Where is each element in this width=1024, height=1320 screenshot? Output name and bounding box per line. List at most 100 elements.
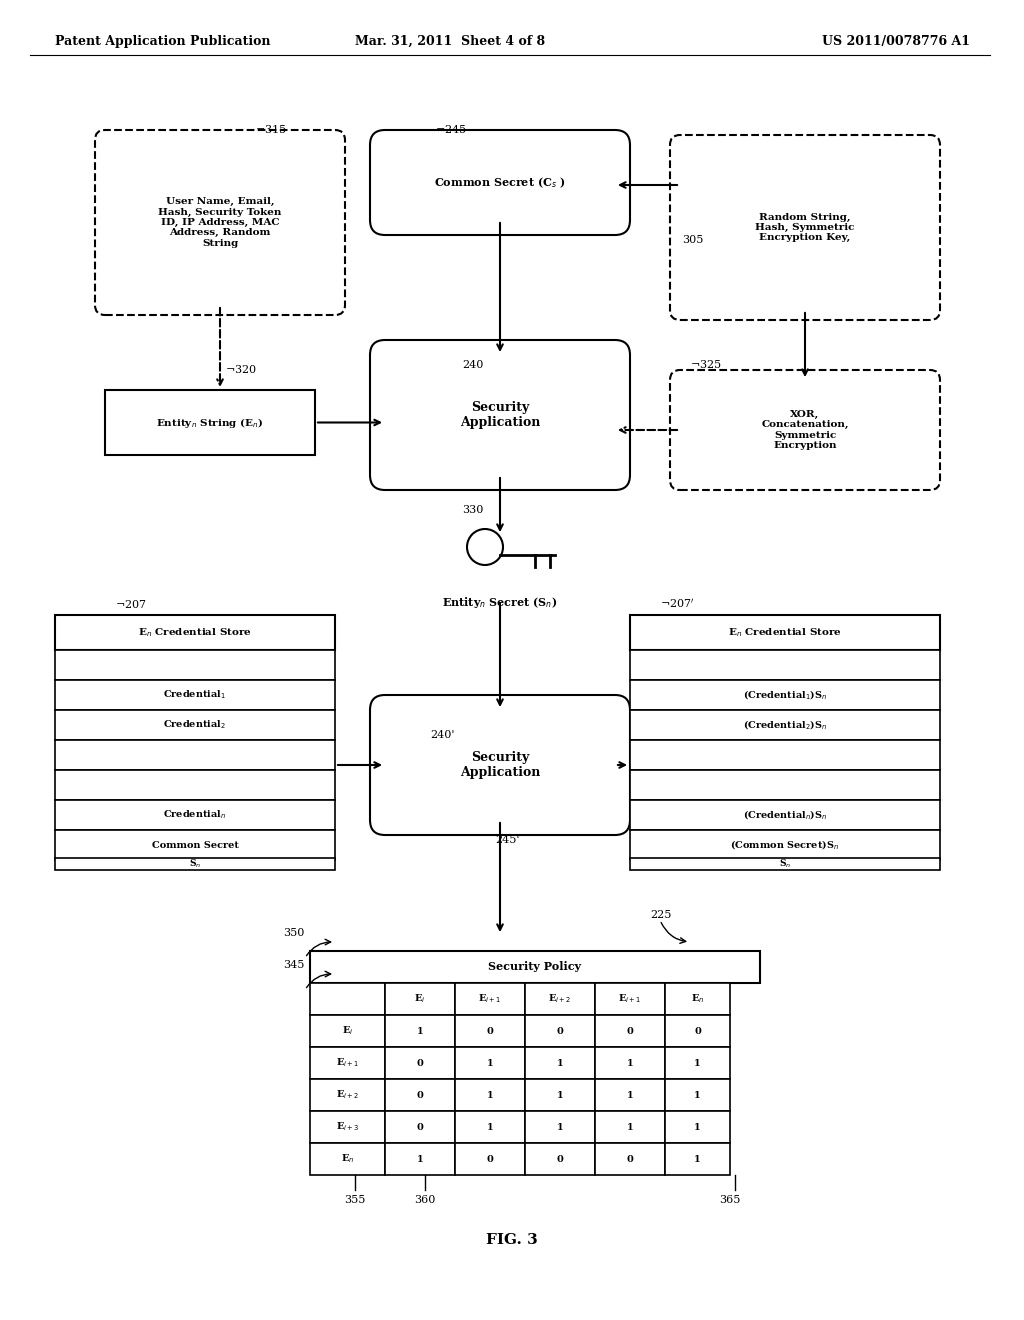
- Bar: [630, 858, 940, 870]
- Text: 1: 1: [627, 1090, 633, 1100]
- Text: Security
Application: Security Application: [460, 751, 541, 779]
- Text: S$_n$: S$_n$: [188, 858, 201, 870]
- Bar: [55, 830, 335, 861]
- Text: Common Secret (C$_s$ ): Common Secret (C$_s$ ): [434, 176, 566, 190]
- Text: 1: 1: [694, 1059, 700, 1068]
- Text: 1: 1: [627, 1059, 633, 1068]
- Bar: [630, 649, 940, 680]
- Text: E$_i$: E$_i$: [342, 1024, 353, 1038]
- Bar: [630, 800, 940, 830]
- Text: 1: 1: [694, 1122, 700, 1131]
- Text: 0: 0: [417, 1090, 424, 1100]
- Text: 350: 350: [284, 928, 305, 939]
- Bar: [665, 1078, 730, 1111]
- Text: E$_n$: E$_n$: [691, 993, 705, 1006]
- Bar: [55, 615, 335, 649]
- Bar: [595, 1015, 665, 1047]
- Bar: [525, 1111, 595, 1143]
- Text: FIG. 3: FIG. 3: [486, 1233, 538, 1247]
- Text: (Credential$_1$)S$_n$: (Credential$_1$)S$_n$: [742, 688, 827, 702]
- Bar: [665, 1047, 730, 1078]
- Text: E$_{i+1}$: E$_{i+1}$: [618, 993, 642, 1006]
- Text: $\neg$320: $\neg$320: [225, 363, 257, 375]
- Bar: [55, 800, 335, 830]
- Text: Random String,
Hash, Symmetric
Encryption Key,: Random String, Hash, Symmetric Encryptio…: [756, 213, 855, 243]
- Text: 0: 0: [627, 1027, 634, 1035]
- Bar: [310, 1015, 385, 1047]
- Text: Security
Application: Security Application: [460, 401, 541, 429]
- Bar: [525, 1078, 595, 1111]
- Text: 1: 1: [557, 1122, 563, 1131]
- Text: E$_{i+2}$: E$_{i+2}$: [548, 993, 571, 1006]
- Bar: [310, 950, 760, 983]
- Bar: [455, 1143, 525, 1175]
- Bar: [310, 1078, 385, 1111]
- FancyBboxPatch shape: [670, 370, 940, 490]
- Text: 1: 1: [417, 1155, 423, 1163]
- Bar: [630, 615, 940, 649]
- Text: XOR,
Concatenation,
Symmetric
Encryption: XOR, Concatenation, Symmetric Encryption: [761, 411, 849, 450]
- Bar: [385, 1143, 455, 1175]
- Bar: [385, 1047, 455, 1078]
- Bar: [310, 983, 385, 1015]
- Bar: [595, 1143, 665, 1175]
- Bar: [665, 1143, 730, 1175]
- Text: 305: 305: [682, 235, 703, 246]
- Text: Security Policy: Security Policy: [488, 961, 582, 973]
- Text: Credential$_1$: Credential$_1$: [164, 689, 226, 701]
- Text: (Credential$_n$)S$_n$: (Credential$_n$)S$_n$: [742, 808, 827, 822]
- Bar: [595, 983, 665, 1015]
- Text: $\neg$207: $\neg$207: [115, 598, 146, 610]
- FancyBboxPatch shape: [370, 341, 630, 490]
- Text: Credential$_2$: Credential$_2$: [164, 718, 226, 731]
- Bar: [455, 1015, 525, 1047]
- Text: 1: 1: [486, 1059, 494, 1068]
- Text: 0: 0: [417, 1122, 424, 1131]
- Bar: [630, 680, 940, 710]
- Text: 225: 225: [650, 909, 672, 920]
- Bar: [630, 710, 940, 741]
- Bar: [630, 830, 940, 861]
- Text: 360: 360: [415, 1195, 435, 1205]
- Text: Common Secret: Common Secret: [152, 841, 239, 850]
- Text: 1: 1: [486, 1090, 494, 1100]
- Bar: [665, 1015, 730, 1047]
- Bar: [55, 649, 335, 680]
- Bar: [55, 680, 335, 710]
- Text: E$_n$ Credential Store: E$_n$ Credential Store: [728, 626, 842, 639]
- Bar: [665, 1111, 730, 1143]
- Bar: [385, 1078, 455, 1111]
- Bar: [55, 741, 335, 770]
- Text: 240': 240': [430, 730, 455, 741]
- Text: 1: 1: [694, 1155, 700, 1163]
- Text: US 2011/0078776 A1: US 2011/0078776 A1: [822, 36, 970, 48]
- Bar: [595, 1047, 665, 1078]
- Bar: [385, 983, 455, 1015]
- Text: 240: 240: [462, 360, 483, 370]
- Text: Entity$_n$ Secret (S$_n$): Entity$_n$ Secret (S$_n$): [442, 595, 558, 610]
- Text: 1: 1: [486, 1122, 494, 1131]
- Bar: [385, 1111, 455, 1143]
- Bar: [525, 1143, 595, 1175]
- Text: E$_n$: E$_n$: [341, 1152, 354, 1166]
- FancyBboxPatch shape: [370, 129, 630, 235]
- Bar: [630, 770, 940, 800]
- Text: S$_n$: S$_n$: [779, 858, 792, 870]
- Text: 0: 0: [417, 1059, 424, 1068]
- Text: 355: 355: [344, 1195, 366, 1205]
- Text: $\neg$315: $\neg$315: [255, 123, 287, 135]
- Text: Patent Application Publication: Patent Application Publication: [55, 36, 270, 48]
- Text: 0: 0: [486, 1155, 494, 1163]
- FancyBboxPatch shape: [370, 696, 630, 836]
- Text: 1: 1: [557, 1090, 563, 1100]
- Text: E$_n$ Credential Store: E$_n$ Credential Store: [138, 626, 252, 639]
- Text: Mar. 31, 2011  Sheet 4 of 8: Mar. 31, 2011 Sheet 4 of 8: [355, 36, 545, 48]
- Bar: [385, 1015, 455, 1047]
- Text: E$_{i+1}$: E$_{i+1}$: [478, 993, 502, 1006]
- Bar: [55, 858, 335, 870]
- Text: 0: 0: [486, 1027, 494, 1035]
- Text: 245': 245': [495, 836, 519, 845]
- Text: 1: 1: [557, 1059, 563, 1068]
- Text: E$_{i+1}$: E$_{i+1}$: [336, 1056, 359, 1069]
- Text: 345: 345: [284, 960, 305, 970]
